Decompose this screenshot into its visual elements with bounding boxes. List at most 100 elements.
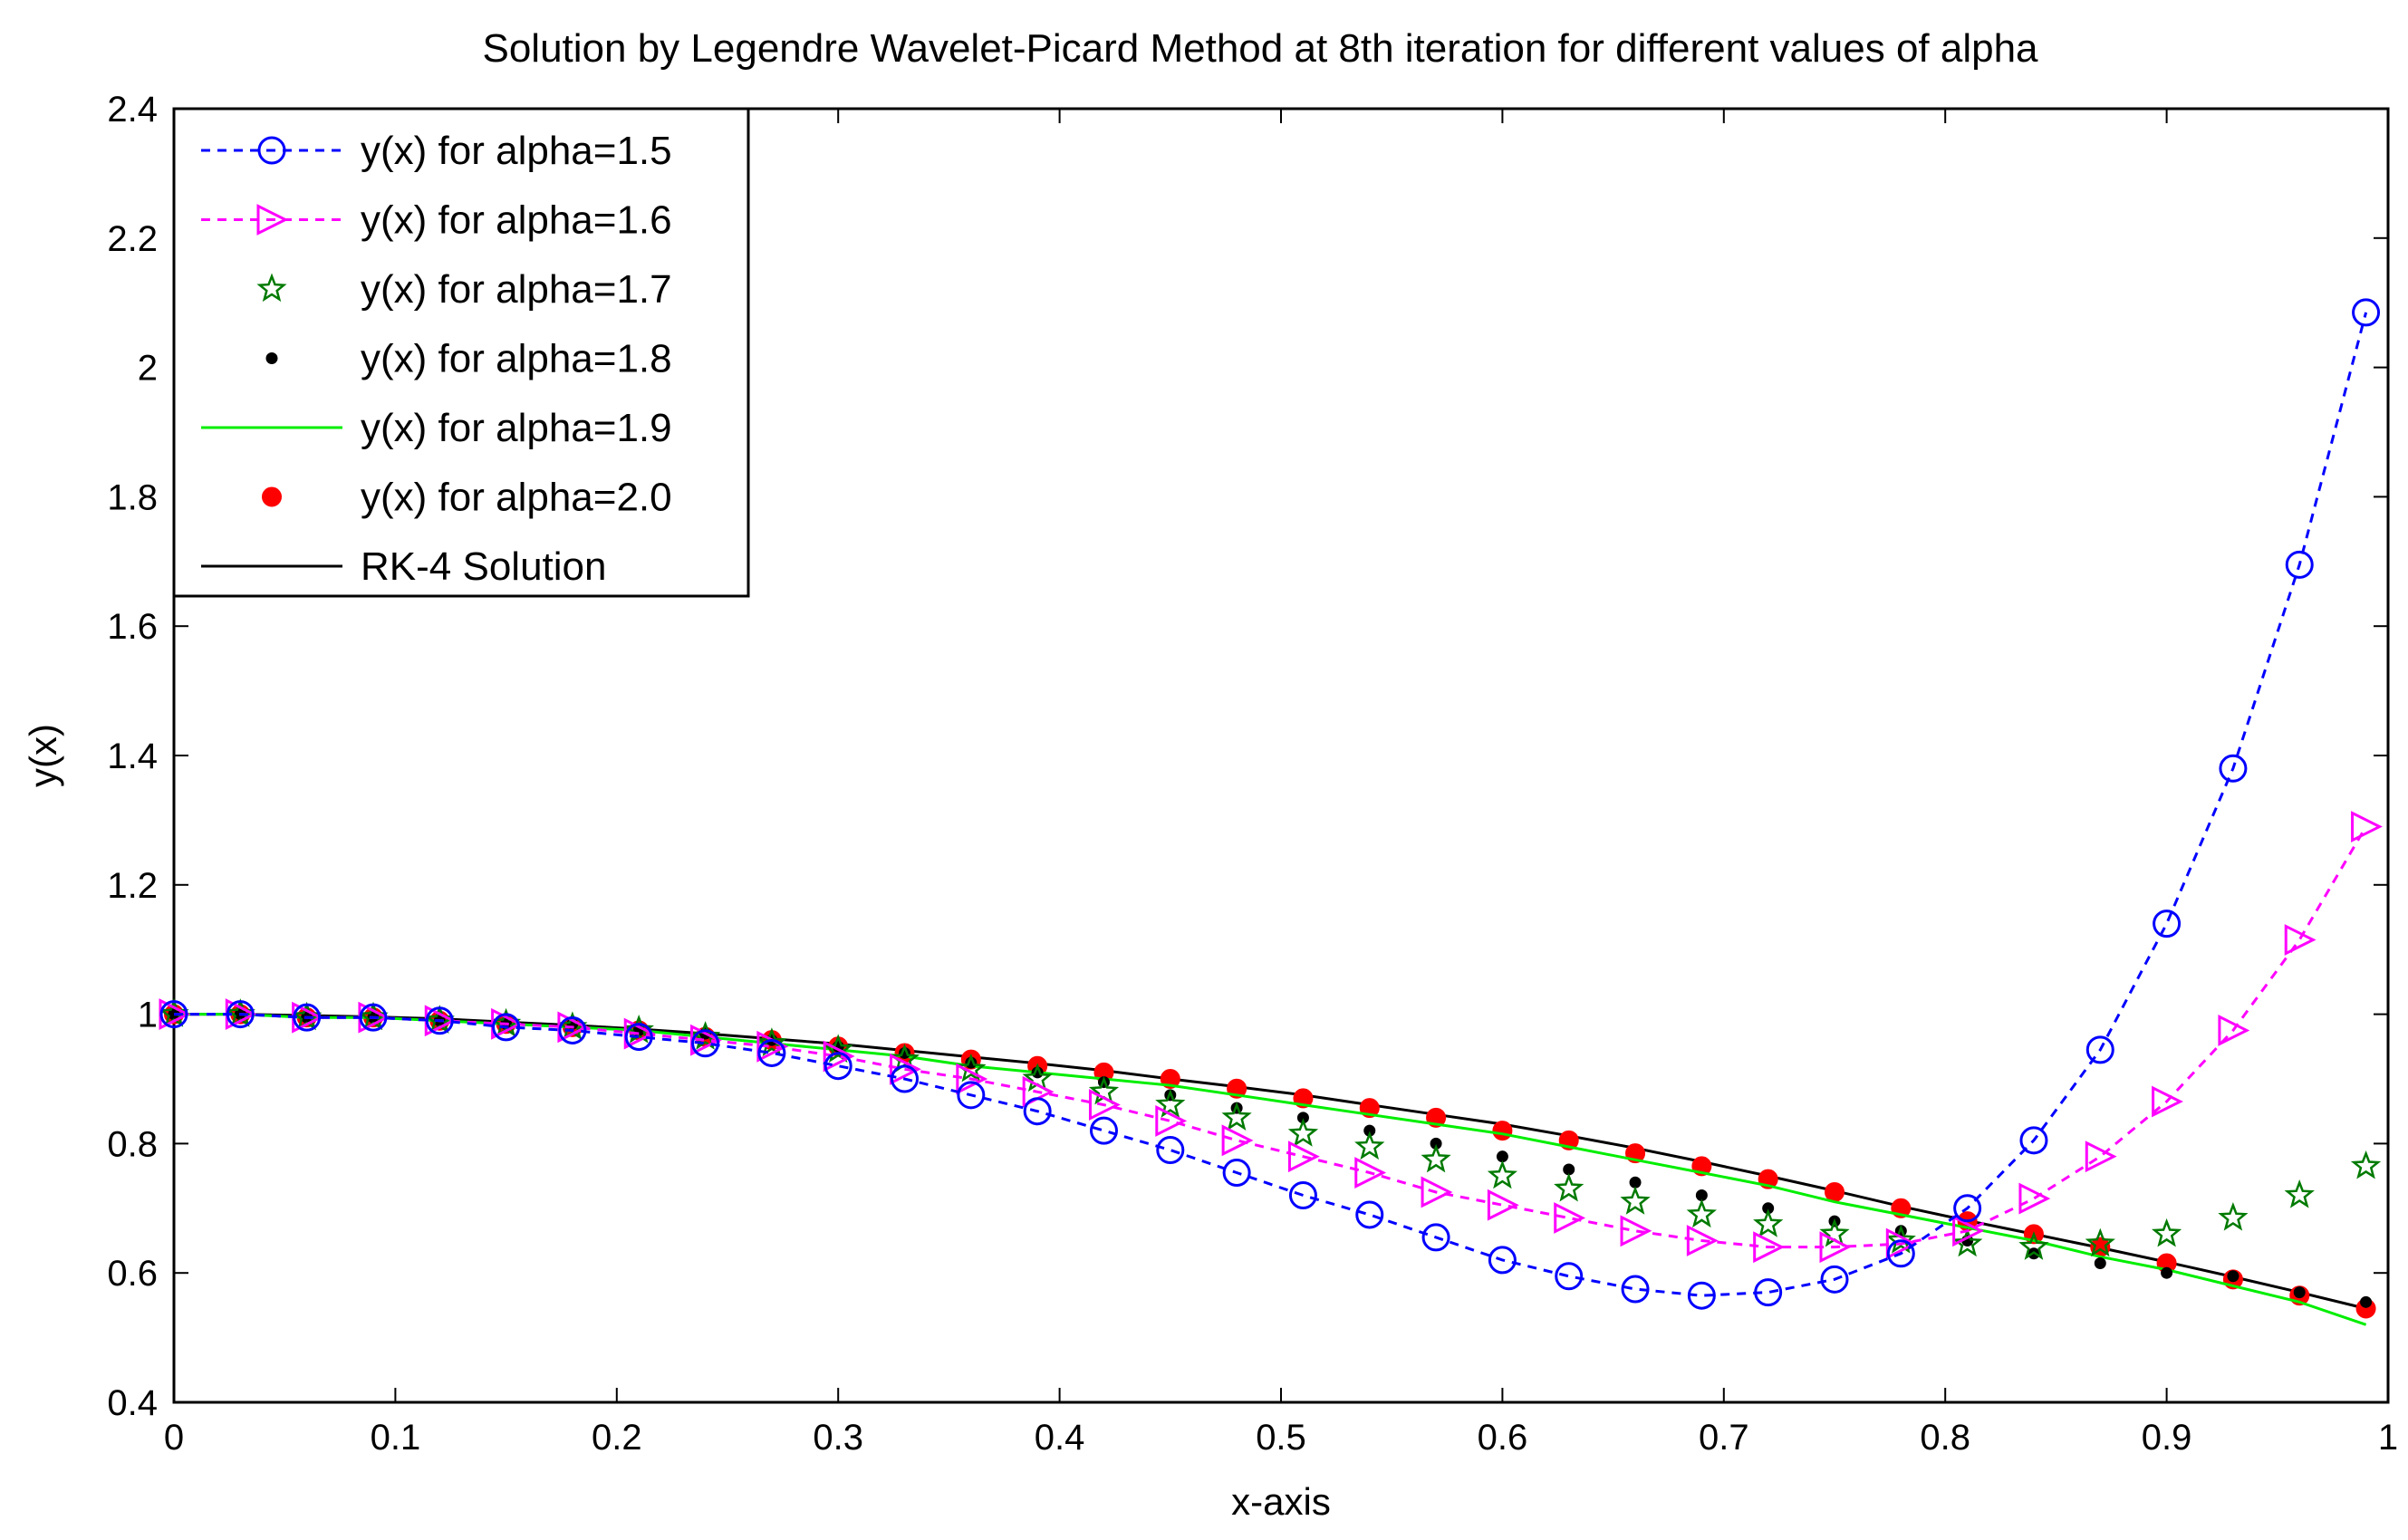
data-point xyxy=(2227,1270,2239,1283)
legend-entry: RK-4 Solution xyxy=(201,544,606,589)
data-point xyxy=(1088,1089,1121,1121)
data-point xyxy=(624,1023,653,1052)
legend-entry: y(x) for alpha=1.5 xyxy=(201,129,672,173)
data-point xyxy=(956,1063,988,1095)
y-tick-label: 1 xyxy=(138,996,158,1035)
data-point xyxy=(956,1053,987,1083)
data-point xyxy=(2352,298,2381,327)
y-tick-label: 1.8 xyxy=(107,477,158,517)
data-point xyxy=(1686,1198,1718,1228)
legend-label: y(x) for alpha=2.0 xyxy=(361,476,672,520)
data-point xyxy=(1686,1225,1719,1256)
data-point xyxy=(823,1040,855,1073)
data-point xyxy=(1819,1231,1852,1264)
legend-label: y(x) for alpha=1.9 xyxy=(361,406,672,450)
data-point xyxy=(1160,1069,1180,1089)
legend-marker xyxy=(262,486,282,507)
data-point xyxy=(2085,1227,2115,1257)
legend-entry: y(x) for alpha=1.8 xyxy=(265,337,672,381)
data-point xyxy=(1421,1143,1451,1173)
data-point xyxy=(2018,1182,2051,1215)
data-point xyxy=(1753,1208,1784,1237)
data-point xyxy=(1951,1227,1983,1257)
legend-box xyxy=(172,107,750,598)
data-point xyxy=(1221,1102,1252,1131)
y-tick-label: 1.2 xyxy=(107,866,158,906)
y-tick-label: 2 xyxy=(138,349,158,389)
legend-entry: y(x) for alpha=1.7 xyxy=(256,267,672,312)
x-tick-label: 0.8 xyxy=(1920,1418,1970,1458)
data-point xyxy=(1952,1215,1984,1247)
data-point xyxy=(1155,1089,1186,1118)
legend-entry: y(x) for alpha=2.0 xyxy=(262,476,672,520)
x-tick-label: 0.2 xyxy=(592,1418,642,1458)
data-point xyxy=(359,1003,388,1032)
data-point xyxy=(2218,1015,2250,1046)
data-point xyxy=(2019,1126,2048,1155)
data-point xyxy=(1621,1275,1650,1304)
data-point xyxy=(1555,1262,1584,1291)
legend-marker xyxy=(265,352,278,364)
data-point xyxy=(1953,1194,1982,1223)
series-line xyxy=(174,312,2368,1297)
series-y-x-for-alpha-1-5 xyxy=(159,298,2381,1310)
data-point xyxy=(2285,550,2314,579)
y-tick-label: 2.4 xyxy=(107,90,158,130)
x-tick-label: 1 xyxy=(2378,1418,2398,1458)
data-point xyxy=(492,1013,521,1042)
series-line xyxy=(174,1013,2366,1310)
x-tick-label: 0.4 xyxy=(1035,1418,1085,1458)
data-point xyxy=(1687,1281,1716,1310)
data-point xyxy=(1355,1200,1384,1229)
data-point xyxy=(226,1000,255,1029)
data-point xyxy=(2219,754,2248,783)
legend-label: y(x) for alpha=1.6 xyxy=(361,198,672,243)
series-y-x-for-alpha-1-7 xyxy=(159,998,2382,1260)
data-point xyxy=(1421,1176,1453,1208)
data-point xyxy=(757,1038,786,1067)
data-point xyxy=(2218,1201,2249,1231)
data-point xyxy=(2085,1035,2114,1064)
legend: y(x) for alpha=1.5 y(x) for alpha=1.6 y(x)… xyxy=(172,107,750,598)
y-axis-label: y(x) xyxy=(22,724,64,787)
y-tick-label: 2.2 xyxy=(107,219,158,259)
data-point xyxy=(1023,1097,1052,1126)
data-point xyxy=(1620,1186,1651,1215)
y-tick-label: 0.8 xyxy=(107,1124,158,1164)
legend-entry: y(x) for alpha=1.6 xyxy=(201,198,672,243)
data-point xyxy=(1222,1159,1251,1188)
legend-marker xyxy=(256,204,289,236)
legend-label: y(x) for alpha=1.7 xyxy=(361,267,672,312)
data-point xyxy=(1354,1157,1387,1189)
data-point xyxy=(1886,1239,1915,1268)
data-point xyxy=(2351,811,2383,842)
data-point xyxy=(2152,1085,2183,1118)
data-point xyxy=(756,1027,787,1056)
y-tick-label: 1.4 xyxy=(107,736,158,776)
data-point xyxy=(1554,1202,1586,1234)
data-point xyxy=(1820,1265,1849,1294)
data-point xyxy=(2284,924,2316,956)
data-point xyxy=(2161,1266,2173,1279)
data-point xyxy=(1421,1223,1450,1252)
data-point xyxy=(2350,1150,2382,1179)
y-tick-label: 0.6 xyxy=(107,1254,158,1294)
x-tick-label: 0.5 xyxy=(1256,1418,1306,1458)
x-tick-label: 0.6 xyxy=(1478,1418,1528,1458)
data-point xyxy=(1825,1181,1845,1202)
data-point xyxy=(1089,1116,1118,1145)
legend-label: y(x) for alpha=1.8 xyxy=(361,337,672,381)
chart-title: Solution by Legendre Wavelet-Picard Meth… xyxy=(482,26,2038,71)
data-point xyxy=(425,1006,454,1035)
data-point xyxy=(1354,1131,1385,1160)
data-point xyxy=(1487,1160,1517,1189)
series-line xyxy=(174,825,2367,1249)
legend-marker xyxy=(257,136,286,165)
x-tick-label: 0.3 xyxy=(813,1418,863,1458)
data-point xyxy=(2284,1179,2315,1208)
legend-label: y(x) for alpha=1.5 xyxy=(361,129,672,173)
axis-ticks: 0 0.1 0.2 0.3 0.4 0.5 0.6 0.7 0.8 0.9 1 0.4 0.6 0.8 1 1… xyxy=(107,90,2398,1458)
data-point xyxy=(1221,1124,1254,1157)
data-point xyxy=(1287,1118,1319,1147)
